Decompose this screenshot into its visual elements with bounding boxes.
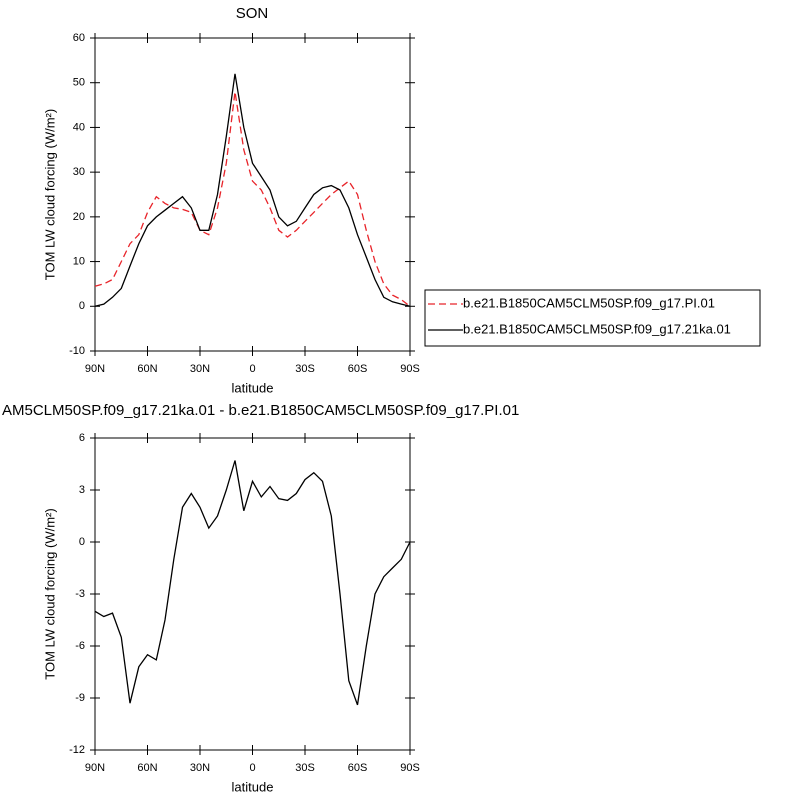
x-tick-label: 60N <box>137 762 157 774</box>
x-axis-label: latitude <box>232 380 274 395</box>
x-tick-label: 90N <box>85 762 105 774</box>
y-tick-label: -12 <box>69 744 85 756</box>
y-tick-label: 40 <box>73 121 85 133</box>
y-tick-label: -10 <box>69 345 85 357</box>
y-tick-label: 30 <box>73 166 85 178</box>
chart-title: AM5CLM50SP.f09_g17.21ka.01 - b.e21.B1850… <box>2 402 519 419</box>
y-tick-label: 20 <box>73 211 85 223</box>
legend-label: b.e21.B1850CAM5CLM50SP.f09_g17.PI.01 <box>463 295 715 310</box>
x-tick-label: 30S <box>295 762 315 774</box>
y-tick-label: -9 <box>75 692 85 704</box>
legend-label: b.e21.B1850CAM5CLM50SP.f09_g17.21ka.01 <box>463 321 731 336</box>
chart-title: SON <box>236 5 269 22</box>
plot-frame <box>94 437 411 751</box>
x-tick-label: 60S <box>348 363 368 375</box>
x-tick-label: 60S <box>348 762 368 774</box>
x-tick-label: 30N <box>190 762 210 774</box>
y-tick-label: 3 <box>79 484 85 496</box>
y-tick-label: -6 <box>75 640 85 652</box>
x-tick-label: 0 <box>249 762 255 774</box>
x-tick-label: 90N <box>85 363 105 375</box>
y-tick-label: 0 <box>79 536 85 548</box>
line-series <box>94 91 411 307</box>
y-tick-label: 50 <box>73 77 85 89</box>
x-tick-label: 90S <box>400 363 420 375</box>
y-axis-label: TOM LW cloud forcing (W/m²) <box>42 508 57 679</box>
legend-box <box>424 289 761 347</box>
x-tick-label: 0 <box>249 363 255 375</box>
y-tick-label: 60 <box>73 32 85 44</box>
line-series <box>94 73 411 307</box>
y-tick-label: -3 <box>75 588 85 600</box>
x-tick-label: 60N <box>137 363 157 375</box>
x-tick-label: 30S <box>295 363 315 375</box>
y-tick-label: 10 <box>73 255 85 267</box>
x-tick-label: 30N <box>190 363 210 375</box>
line-series <box>94 460 411 706</box>
y-axis-label: TOM LW cloud forcing (W/m²) <box>42 109 57 280</box>
x-tick-label: 90S <box>400 762 420 774</box>
x-axis-label: latitude <box>232 779 274 794</box>
y-tick-label: 6 <box>79 432 85 444</box>
y-tick-label: 0 <box>79 300 85 312</box>
plot-frame <box>94 37 411 352</box>
